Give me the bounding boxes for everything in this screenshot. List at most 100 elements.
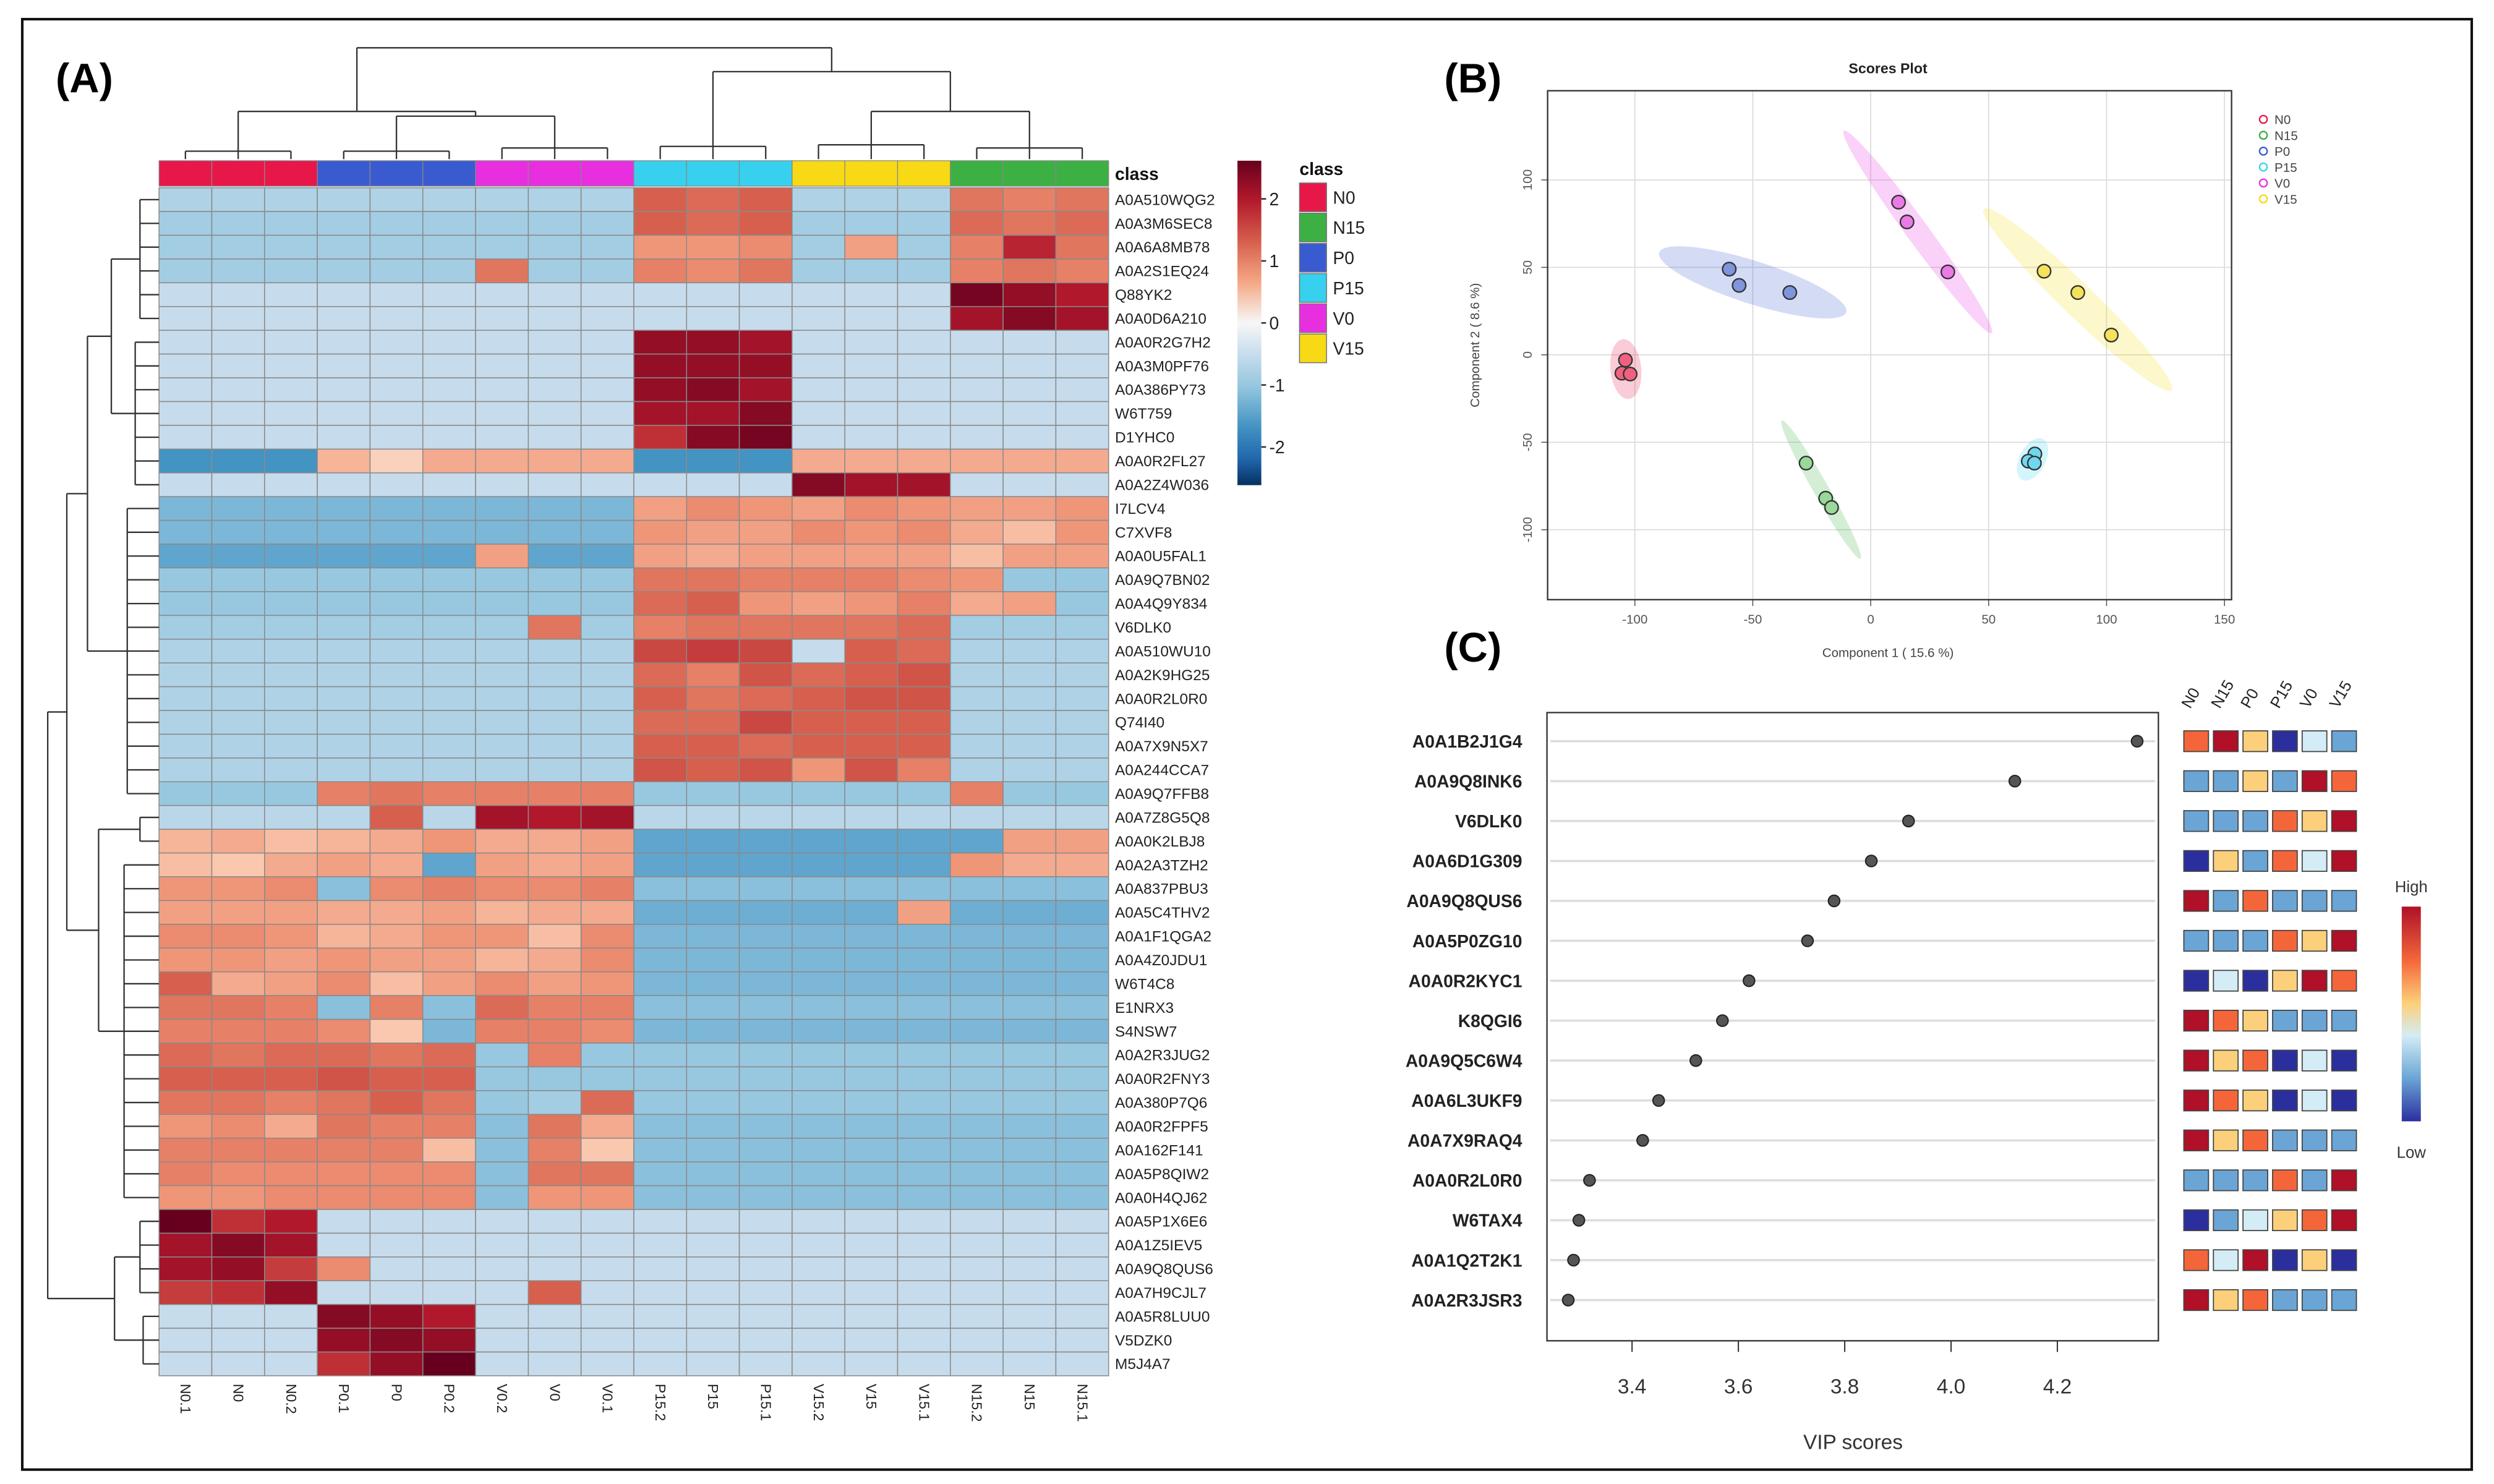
heatmap-cell [475, 1066, 529, 1091]
heatmap-cell [844, 1137, 899, 1162]
vip-point [1743, 974, 1756, 987]
heatmap-cell [264, 733, 318, 759]
heatmap-cell [1002, 472, 1057, 497]
heatmap-cell [897, 876, 951, 902]
heatmap-cell [686, 900, 740, 925]
heatmap-cell [686, 947, 740, 973]
heatmap-cell [527, 1232, 582, 1258]
heatmap-cell [580, 211, 634, 236]
heatmap-cell [369, 567, 424, 592]
heatmap-cell [264, 282, 318, 307]
heatmap-cell [211, 187, 265, 212]
heatmap-cell [792, 924, 845, 949]
heatmap-cell [317, 852, 371, 877]
heatmap-cell [317, 234, 371, 260]
heatmap-cell [1002, 330, 1057, 355]
heatmap-cell [1055, 971, 1109, 996]
heatmap-cell [369, 829, 424, 854]
heatmap-cell [158, 353, 213, 378]
heatmap-cell [950, 733, 1004, 759]
heatmap-cell [792, 496, 845, 521]
heatmap-cell [527, 472, 582, 497]
heatmap-cell [897, 1328, 951, 1353]
heatmap-cell [633, 1209, 688, 1234]
heatmap-cell [738, 448, 793, 474]
heatmap-cell [1055, 710, 1109, 735]
vip-group-cell [2213, 770, 2239, 792]
heatmap-cell [422, 733, 476, 759]
heatmap-cell [686, 757, 740, 783]
heatmap-cell [158, 662, 213, 688]
heatmap-cell [1002, 1209, 1057, 1234]
heatmap-cell [1002, 234, 1057, 260]
scores-x-tick-label: 100 [2096, 612, 2117, 626]
heatmap-cell [264, 757, 318, 783]
row-label: A0A380P7Q6 [1115, 1095, 1207, 1112]
heatmap-cell [633, 1328, 688, 1353]
row-label: A0A386PY73 [1115, 382, 1206, 399]
vip-feature-label: A0A0R2KYC1 [1409, 971, 1522, 991]
heatmap-cell [792, 519, 845, 545]
heatmap-cell [897, 496, 951, 521]
class-bar-cell [792, 160, 845, 187]
row-label: A0A510WQG2 [1115, 192, 1215, 208]
color-scale-tick-label: -2 [1270, 437, 1285, 457]
heatmap-cell [158, 211, 213, 236]
heatmap-cell [738, 757, 793, 783]
scores-legend-marker [2258, 194, 2268, 203]
scores-plot-area [1547, 90, 2232, 600]
heatmap-cell [158, 1256, 213, 1282]
heatmap-cell [580, 733, 634, 759]
heatmap-cell [844, 1232, 899, 1258]
heatmap-cell [738, 330, 793, 355]
heatmap-cell [950, 1328, 1004, 1353]
column-label: P15 [705, 1384, 721, 1409]
heatmap-cell [369, 1256, 424, 1282]
heatmap-cell [1055, 591, 1109, 616]
heatmap-cell [792, 377, 845, 403]
vip-group-cell [2213, 970, 2239, 992]
heatmap-cell [844, 401, 899, 426]
heatmap-cell [633, 781, 688, 806]
scores-legend-label: N15 [2274, 129, 2298, 143]
heatmap-cell [580, 804, 634, 830]
heatmap-cell [211, 733, 265, 759]
heatmap-cell [1055, 781, 1109, 806]
heatmap-cell [475, 591, 529, 616]
heatmap-cell [317, 686, 371, 711]
heatmap-cell [686, 829, 740, 854]
heatmap-cell [211, 591, 265, 616]
class-bar-cell [1055, 160, 1109, 187]
vip-group-cell [2301, 730, 2328, 753]
heatmap-cell [897, 1303, 951, 1329]
heatmap-cell [844, 686, 899, 711]
vip-feature-label: V6DLK0 [1455, 811, 1522, 831]
row-label: A0A7X9N5X7 [1115, 738, 1208, 755]
heatmap-cell [317, 544, 371, 569]
vip-feature-label: W6TAX4 [1453, 1211, 1522, 1230]
heatmap-cell [158, 852, 213, 877]
heatmap-cell [686, 1351, 740, 1376]
heatmap-cell [527, 1328, 582, 1353]
heatmap-cell [527, 710, 582, 735]
vip-group-cell [2301, 810, 2328, 832]
heatmap-cell [422, 1043, 476, 1068]
heatmap-cell [158, 1018, 213, 1044]
heatmap-cell [738, 591, 793, 616]
heatmap-cell [844, 1256, 899, 1282]
heatmap-cell [792, 401, 845, 426]
heatmap-cell [792, 1137, 845, 1162]
scores-ellipse-p0 [1659, 246, 1847, 319]
heatmap-cell [264, 829, 318, 854]
heatmap-cell [527, 1351, 582, 1376]
heatmap-cell [844, 1114, 899, 1139]
heatmap-cell [897, 282, 951, 307]
heatmap-cell [1002, 733, 1057, 759]
heatmap-cell [686, 995, 740, 1020]
scores-y-tick-label: -50 [1521, 433, 1535, 451]
heatmap-cell [792, 211, 845, 236]
vip-group-cell [2183, 1249, 2210, 1271]
heatmap-cell [792, 1351, 845, 1376]
heatmap-cell [211, 1161, 265, 1187]
